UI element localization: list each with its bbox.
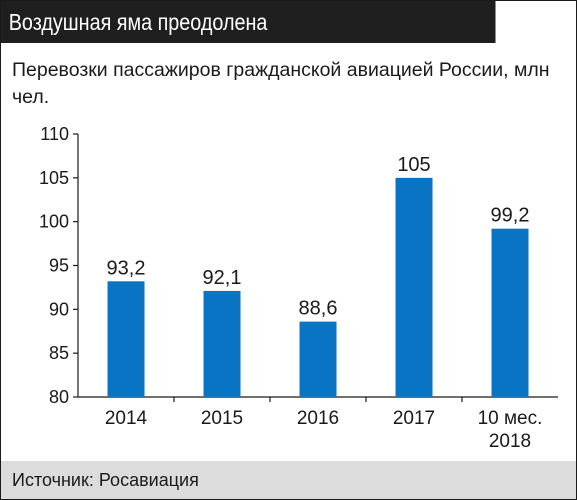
bar-value-label: 93,2 bbox=[107, 257, 146, 279]
y-tick-label: 110 bbox=[40, 124, 69, 144]
x-tick-label-line: 2014 bbox=[105, 408, 148, 429]
bar-value-label: 92,1 bbox=[203, 267, 242, 289]
y-tick-label: 105 bbox=[39, 168, 69, 188]
x-tick-label-line: 2018 bbox=[489, 431, 531, 452]
x-tick-label: 10 мес. 2018 bbox=[478, 408, 543, 452]
bar bbox=[491, 228, 529, 397]
bar-value-label: 88,6 bbox=[299, 298, 338, 320]
bar bbox=[395, 177, 433, 397]
x-tick-label-line: 2016 bbox=[297, 408, 339, 429]
x-tick-label: 2014 bbox=[105, 408, 148, 429]
x-tick-label: 2015 bbox=[201, 408, 243, 429]
bar-value-label: 105 bbox=[397, 154, 430, 176]
chart-subtitle: Перевозки пассажиров гражданской авиацие… bbox=[12, 59, 550, 108]
bar-value-label: 99,2 bbox=[491, 205, 530, 227]
y-tick-label: 80 bbox=[49, 387, 69, 407]
x-tick-label: 2016 bbox=[297, 408, 339, 429]
x-tick-label-line: 10 мес. bbox=[478, 408, 543, 429]
x-tick-label: 2017 bbox=[393, 408, 435, 429]
x-tick-label-line: 2017 bbox=[393, 408, 435, 429]
y-tick-label: 95 bbox=[49, 256, 69, 276]
bar bbox=[299, 321, 337, 397]
source-bar: Источник: Росавиация bbox=[1, 461, 576, 499]
y-tick-label: 90 bbox=[49, 299, 69, 319]
chart-header: Воздушная яма преодолена bbox=[1, 1, 496, 43]
source-text: Источник: Росавиация bbox=[12, 470, 199, 490]
bar bbox=[107, 281, 145, 397]
y-tick-label: 100 bbox=[39, 212, 69, 232]
x-tick-label-line: 2015 bbox=[201, 408, 243, 429]
bar bbox=[203, 290, 241, 397]
y-tick-label: 85 bbox=[49, 343, 69, 363]
